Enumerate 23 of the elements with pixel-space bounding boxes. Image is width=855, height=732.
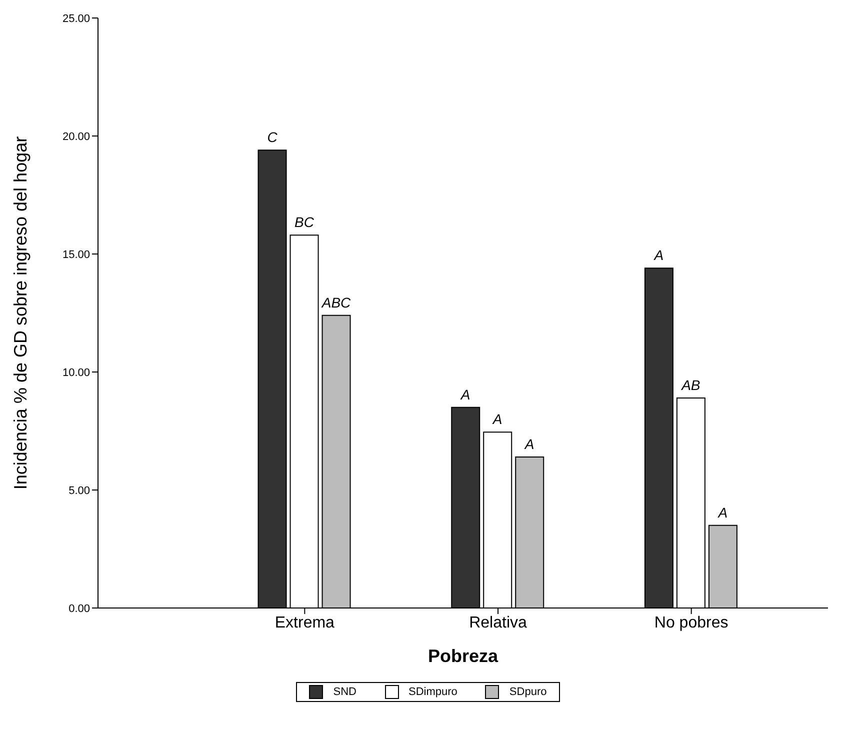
data-label: ABC [320, 294, 352, 310]
data-label: AB [680, 376, 700, 393]
y-tick-label: 10.00 [62, 366, 90, 379]
legend-label: SDimpuro [408, 686, 458, 698]
data-label: A [524, 436, 534, 452]
y-tick-label: 15.00 [62, 248, 90, 261]
legend-label: SND [333, 686, 357, 698]
y-axis-title: Incidencia % de GD sobre ingreso del hogar [10, 136, 30, 490]
x-tick-label: Extrema [274, 614, 335, 632]
y-tick-label: 0.00 [68, 602, 90, 615]
data-label: A [460, 386, 470, 402]
x-axis-title: Pobreza [428, 646, 499, 666]
x-tick-label: No pobres [654, 614, 728, 632]
legend-label: SDpuro [509, 686, 547, 698]
y-tick-label: 5.00 [68, 484, 90, 497]
x-tick-label: Relativa [469, 614, 527, 632]
data-label: C [267, 129, 278, 146]
data-label: A [717, 504, 728, 520]
data-label: A [492, 411, 502, 428]
data-label: A [653, 247, 664, 264]
y-tick-label: 25.00 [62, 12, 90, 25]
y-tick-label: 20.00 [62, 130, 90, 143]
data-label: BC [294, 214, 315, 230]
